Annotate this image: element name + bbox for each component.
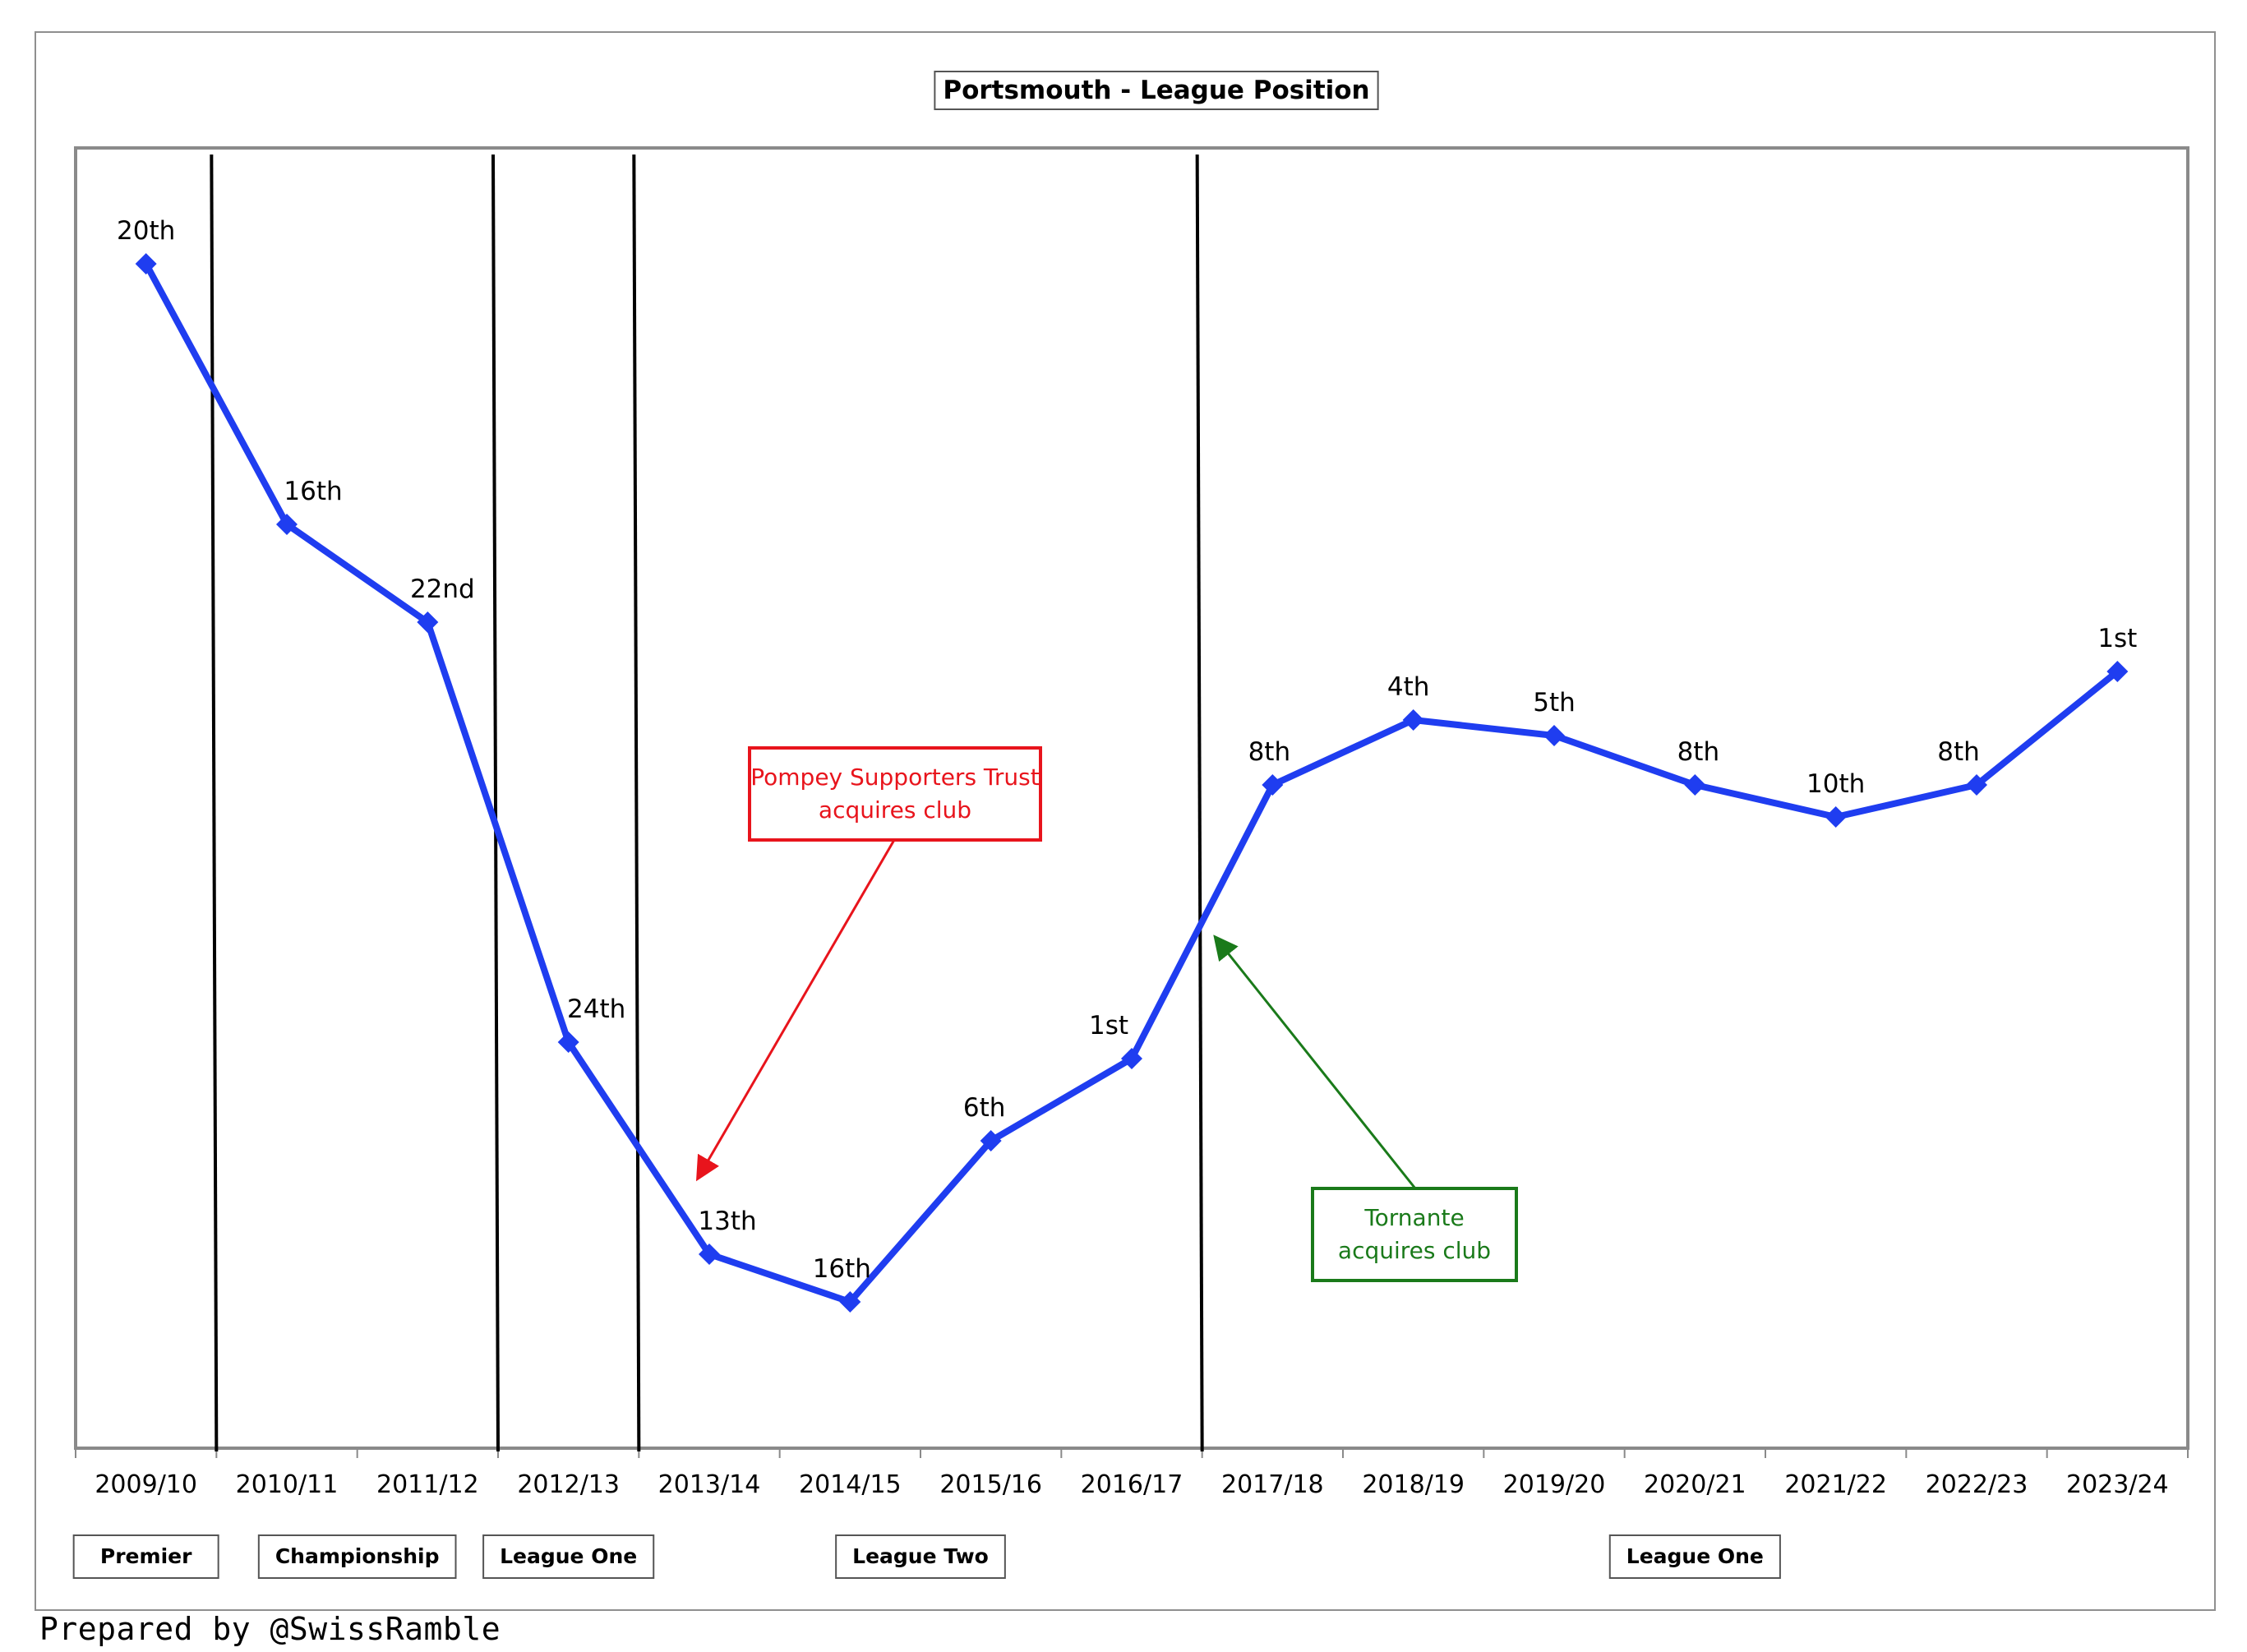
- plot-area: [74, 146, 2189, 1450]
- data-point: [417, 611, 439, 633]
- division-label: League One: [1626, 1544, 1764, 1568]
- chart-title-box: [934, 71, 1379, 110]
- data-point: [1543, 725, 1565, 746]
- data-point: [1262, 774, 1284, 796]
- data-label: 22nd: [410, 575, 475, 604]
- x-tick-label: 2023/24: [2066, 1470, 2169, 1499]
- x-tick-label: 2017/18: [1221, 1470, 1324, 1499]
- division-separator: [491, 154, 500, 1452]
- division-separator: [210, 154, 219, 1452]
- data-label: 16th: [284, 477, 342, 506]
- x-tick-label: 2013/14: [658, 1470, 761, 1499]
- annotation-arrow: [695, 839, 896, 1182]
- data-point: [980, 1130, 1002, 1151]
- data-label: 6th: [963, 1093, 1006, 1123]
- division-label: Premier: [100, 1544, 192, 1568]
- division-label: League One: [500, 1544, 637, 1568]
- data-label: 8th: [1937, 737, 1980, 767]
- data-point: [135, 253, 157, 275]
- x-tick-label: 2016/17: [1081, 1470, 1183, 1499]
- data-point: [1966, 774, 1987, 796]
- x-tick-label: 2010/11: [236, 1470, 339, 1499]
- division-separator: [1195, 154, 1204, 1452]
- x-tick-label: 2019/20: [1503, 1470, 1606, 1499]
- x-tick-label: 2020/21: [1644, 1470, 1746, 1499]
- data-label: 20th: [117, 216, 175, 246]
- data-label: 1st: [2097, 624, 2137, 653]
- data-point: [1825, 806, 1847, 828]
- annotation-text: acquires club: [819, 796, 971, 824]
- chart-frame: [35, 31, 2216, 1611]
- division-label-box: [835, 1534, 1006, 1579]
- data-point: [1402, 709, 1424, 731]
- data-point: [557, 1031, 579, 1053]
- annotation-text: Pompey Supporters Trust: [750, 764, 1040, 791]
- data-point: [276, 514, 298, 535]
- data-point: [839, 1291, 861, 1313]
- annotation-text: Tornante: [1363, 1204, 1464, 1231]
- x-tick-label: 2011/12: [376, 1470, 479, 1499]
- x-tick-label: 2022/23: [1926, 1470, 2028, 1499]
- division-label-box: [482, 1534, 655, 1579]
- x-tick-label: 2018/19: [1362, 1470, 1465, 1499]
- division-label: League Two: [852, 1544, 989, 1568]
- annotation-box: [748, 746, 1042, 842]
- data-point: [699, 1244, 720, 1265]
- data-label: 5th: [1533, 688, 1576, 718]
- division-label: Championship: [275, 1544, 440, 1568]
- annotation-text: acquires club: [1338, 1237, 1491, 1264]
- x-tick-label: 2015/16: [939, 1470, 1042, 1499]
- division-label-box: [72, 1534, 219, 1579]
- chart-title: Portsmouth - League Position: [943, 76, 1369, 105]
- division-separator: [632, 154, 641, 1452]
- data-label: 4th: [1387, 672, 1430, 702]
- division-label-box: [257, 1534, 457, 1579]
- x-tick-label: 2021/22: [1784, 1470, 1887, 1499]
- x-tick-label: 2012/13: [517, 1470, 620, 1499]
- division-label-box: [1608, 1534, 1781, 1579]
- data-label: 1st: [1089, 1011, 1128, 1041]
- data-point: [2106, 661, 2129, 682]
- annotation-box: [1311, 1187, 1518, 1282]
- data-point: [1684, 774, 1706, 796]
- footer-credit: Prepared by @SwissRamble: [39, 1611, 501, 1647]
- annotation-arrow: [1213, 934, 1417, 1189]
- data-label: 10th: [1806, 769, 1865, 799]
- data-label: 8th: [1677, 737, 1720, 767]
- data-label: 24th: [567, 994, 625, 1024]
- data-point: [1121, 1048, 1142, 1069]
- x-tick-label: 2014/15: [799, 1470, 902, 1499]
- data-label: 8th: [1248, 737, 1291, 767]
- data-label: 16th: [813, 1254, 871, 1284]
- x-tick-label: 2009/10: [95, 1470, 197, 1499]
- data-label: 13th: [698, 1207, 756, 1236]
